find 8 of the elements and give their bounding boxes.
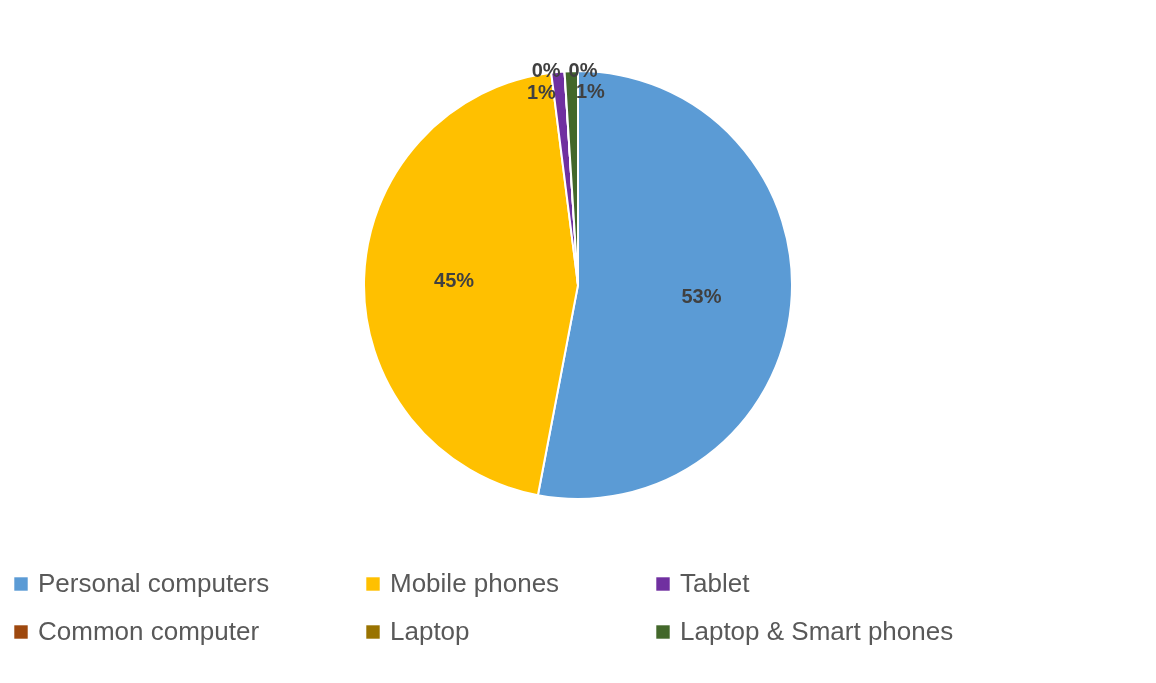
legend-label: Personal computers (38, 568, 270, 598)
legend-label: Mobile phones (390, 568, 560, 598)
data-label: 53% (681, 284, 722, 307)
legend-label: Laptop & Smart phones (680, 616, 954, 646)
legend-label: Common computer (38, 616, 260, 646)
data-label: 45% (434, 269, 475, 292)
legend-label: Tablet (680, 568, 751, 598)
legend-label: Laptop (390, 616, 470, 646)
